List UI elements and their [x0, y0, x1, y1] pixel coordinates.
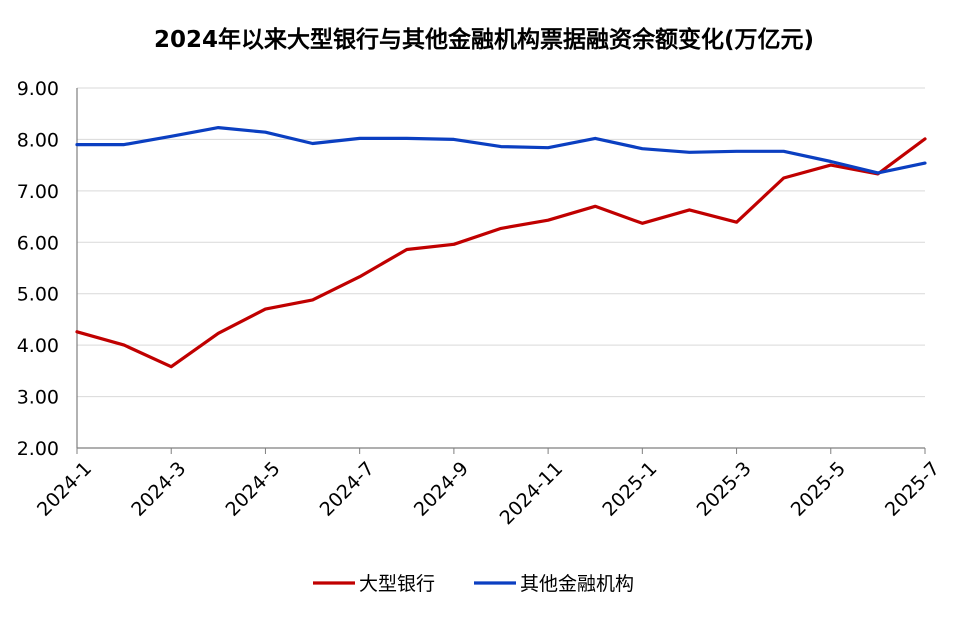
y-tick-label: 2.00 — [17, 438, 59, 460]
grid-lines — [77, 87, 925, 398]
y-tick-label: 7.00 — [17, 181, 59, 203]
chart-title: 2024年以来大型银行与其他金融机构票据融资余额变化(万亿元) — [154, 26, 814, 53]
y-tick-label: 6.00 — [17, 232, 59, 254]
x-tick-label: 2025-5 — [787, 458, 850, 521]
y-axis-tick-labels: 2.00 3.00 4.00 5.00 6.00 7.00 8.00 9.00 — [17, 78, 59, 460]
x-tick-label: 2024-1 — [33, 458, 96, 521]
x-tick-label: 2025-3 — [693, 458, 756, 521]
legend-label-1: 大型银行 — [359, 573, 435, 595]
x-tick-label: 2024-3 — [127, 458, 190, 521]
axes — [76, 88, 926, 454]
x-tick-label: 2025-7 — [881, 458, 944, 521]
y-tick-label: 3.00 — [17, 387, 59, 409]
x-tick-label: 2024-11 — [496, 458, 568, 530]
y-tick-label: 9.00 — [17, 78, 59, 100]
x-tick-label: 2024-5 — [221, 458, 284, 521]
y-tick-label: 8.00 — [17, 129, 59, 151]
x-axis-tick-labels: 2024-1 2024-3 2024-5 2024-7 2024-9 2024-11 202… — [33, 458, 944, 530]
x-tick-label: 2025-1 — [598, 458, 661, 521]
series-lines — [75, 125, 927, 369]
series-line-1 — [75, 137, 927, 369]
x-tick-label: 2024-9 — [410, 458, 473, 521]
y-tick-label: 4.00 — [17, 335, 59, 357]
x-tick-label: 2024-7 — [316, 458, 379, 521]
series-line-2 — [75, 125, 927, 175]
y-tick-label: 5.00 — [17, 284, 59, 306]
legend: 大型银行 其他金融机构 — [313, 573, 634, 595]
legend-label-2: 其他金融机构 — [520, 573, 634, 595]
